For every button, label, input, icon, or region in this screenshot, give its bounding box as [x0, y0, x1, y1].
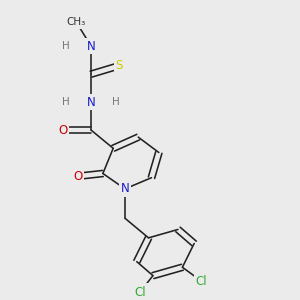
Text: N: N: [121, 182, 129, 195]
Text: H: H: [112, 97, 120, 107]
Text: S: S: [116, 59, 123, 72]
Text: N: N: [87, 40, 95, 53]
Text: H: H: [62, 97, 70, 107]
Text: Cl: Cl: [196, 275, 207, 288]
Text: Cl: Cl: [134, 286, 146, 299]
Text: CH₃: CH₃: [67, 17, 86, 27]
Text: H: H: [62, 41, 70, 51]
Text: O: O: [73, 170, 83, 183]
Text: O: O: [58, 124, 68, 136]
Text: N: N: [87, 96, 95, 109]
